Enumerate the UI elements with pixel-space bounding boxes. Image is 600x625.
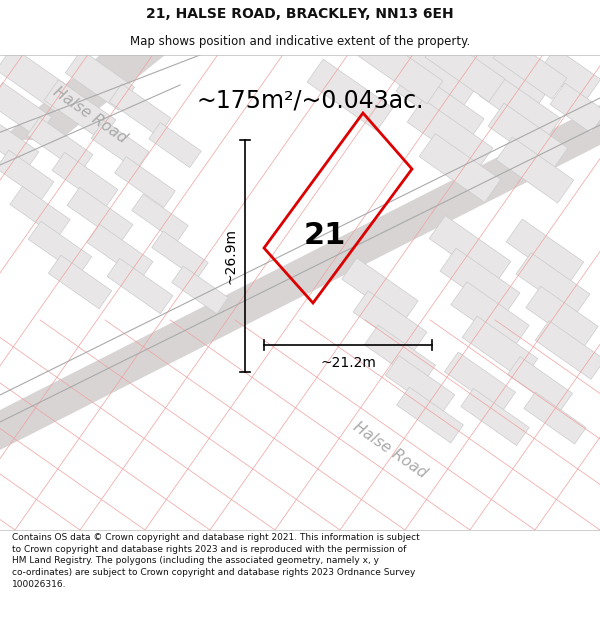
Polygon shape — [440, 248, 520, 316]
Text: Contains OS data © Crown copyright and database right 2021. This information is : Contains OS data © Crown copyright and d… — [12, 533, 419, 589]
Polygon shape — [28, 221, 92, 275]
Polygon shape — [10, 186, 70, 238]
Polygon shape — [27, 118, 93, 172]
Polygon shape — [152, 231, 208, 279]
Polygon shape — [516, 253, 590, 315]
Polygon shape — [0, 120, 39, 170]
Polygon shape — [67, 188, 133, 242]
Text: ~21.2m: ~21.2m — [320, 356, 376, 370]
Polygon shape — [353, 291, 427, 353]
Polygon shape — [526, 286, 598, 348]
Polygon shape — [407, 99, 493, 171]
Polygon shape — [385, 37, 475, 113]
Polygon shape — [508, 357, 572, 411]
Polygon shape — [44, 79, 116, 141]
Polygon shape — [115, 157, 175, 208]
Polygon shape — [419, 134, 501, 202]
Text: ~175m²/~0.043ac.: ~175m²/~0.043ac. — [196, 88, 424, 112]
Polygon shape — [385, 356, 455, 414]
Polygon shape — [65, 50, 134, 110]
Text: 21, HALSE ROAD, BRACKLEY, NN13 6EH: 21, HALSE ROAD, BRACKLEY, NN13 6EH — [146, 7, 454, 21]
Polygon shape — [462, 316, 538, 380]
Polygon shape — [425, 34, 505, 102]
Text: Map shows position and indicative extent of the property.: Map shows position and indicative extent… — [130, 35, 470, 48]
Text: Halse Road: Halse Road — [350, 419, 430, 481]
Polygon shape — [0, 55, 165, 140]
Polygon shape — [307, 59, 393, 131]
Text: ~26.9m: ~26.9m — [224, 228, 238, 284]
Polygon shape — [506, 219, 584, 285]
Polygon shape — [451, 282, 529, 348]
Polygon shape — [0, 150, 54, 200]
Polygon shape — [550, 83, 600, 133]
Polygon shape — [397, 387, 463, 443]
Polygon shape — [445, 352, 515, 412]
Text: Halse Road: Halse Road — [50, 84, 130, 146]
Polygon shape — [461, 389, 529, 446]
Polygon shape — [149, 122, 201, 168]
Polygon shape — [396, 68, 484, 142]
Polygon shape — [342, 258, 418, 322]
Polygon shape — [429, 216, 511, 284]
Polygon shape — [524, 392, 586, 444]
Polygon shape — [479, 72, 561, 141]
Polygon shape — [0, 47, 74, 113]
Polygon shape — [469, 41, 551, 109]
Polygon shape — [132, 194, 188, 242]
Polygon shape — [493, 37, 567, 99]
Polygon shape — [357, 32, 443, 104]
Polygon shape — [535, 321, 600, 379]
Polygon shape — [91, 120, 149, 170]
Polygon shape — [539, 48, 600, 102]
Polygon shape — [496, 137, 574, 203]
Polygon shape — [0, 82, 52, 138]
Text: 21: 21 — [304, 221, 346, 249]
Polygon shape — [52, 152, 118, 208]
Polygon shape — [107, 258, 173, 314]
Polygon shape — [48, 255, 112, 309]
Polygon shape — [364, 325, 436, 385]
Polygon shape — [172, 266, 228, 314]
Polygon shape — [0, 105, 600, 450]
Polygon shape — [109, 84, 171, 136]
Polygon shape — [87, 224, 153, 279]
Polygon shape — [488, 103, 568, 171]
